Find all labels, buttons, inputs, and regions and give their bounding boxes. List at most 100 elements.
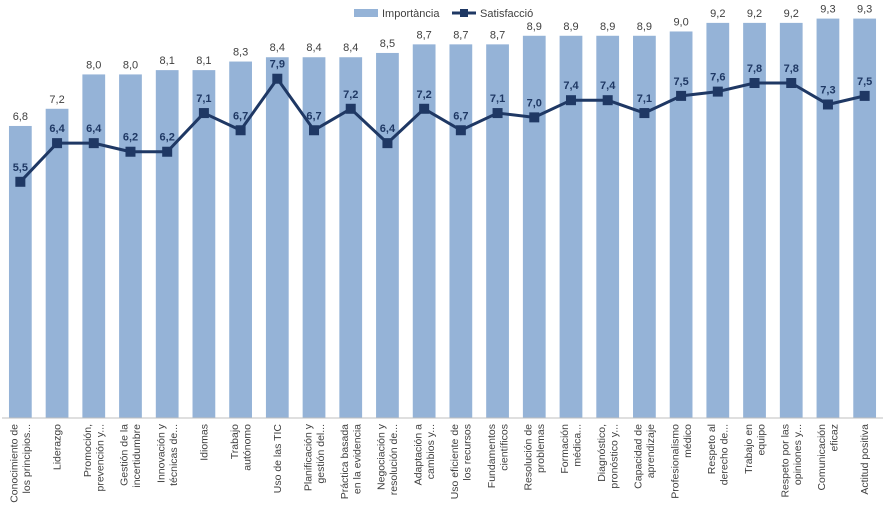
category-label-line: Conocimiento de [9,424,21,503]
category-label: Respeto al derecho de... [706,424,731,485]
category-label-line: equipo [755,424,767,456]
category-label: Promoción, prevención y... [82,424,107,492]
category-label: Resolución de problemas [523,424,548,491]
bar-importancia [265,57,289,419]
line-value-label: 7,3 [820,84,835,96]
line-value-label: 6,4 [86,123,102,135]
category-label-line: Comunicación [816,424,828,491]
line-marker-satisfaccio [529,112,540,123]
bar-value-label: 8,0 [86,59,101,71]
line-value-label: 7,8 [784,63,799,75]
line-marker-satisfaccio [492,108,503,119]
category-label-line: Respeto al [706,424,718,474]
bar-importancia [522,35,546,419]
category-label-line: gestión del... [315,424,327,484]
category-label-line: Práctica basada [339,424,351,499]
bar-importancia [192,70,216,418]
bar-importancia [412,44,436,419]
category-label-line: Liderazgo [52,424,64,470]
category-label: Actitud positiva [859,424,871,495]
category-label-line: Trabajo en [743,424,755,474]
bars-layer [8,18,877,419]
line-value-label: 7,5 [857,76,872,88]
bar-importancia [596,35,620,419]
legend-label-importancia: Importància [382,8,440,20]
line-value-label: 5,5 [13,162,28,174]
line-value-label: 6,4 [49,123,65,135]
category-label-line: Respeto por las [779,424,791,498]
category-label: Uso eficiente de los recursos [449,424,474,499]
bar-importancia [669,31,693,418]
bar-importancia [339,57,363,419]
bar-value-label: 8,0 [123,59,138,71]
line-marker-satisfaccio [198,108,209,119]
line-value-label: 6,7 [453,110,468,122]
line-marker-satisfaccio [272,73,283,84]
legend-marker-satisfaccio [460,9,468,17]
line-marker-satisfaccio [712,86,723,97]
category-label-line: Planificación y [302,423,314,491]
bar-value-label: 8,7 [417,29,432,41]
line-marker-satisfaccio [309,125,320,136]
category-label-line: los principios... [21,424,33,493]
category-label-line: aprendizaje [645,424,657,478]
category-label: Capacidad de aprendizaje [633,424,658,489]
category-label-line: en la evidencia [351,424,363,494]
bar-importancia [486,44,509,419]
line-marker-satisfaccio [565,95,576,106]
category-label-line: Resolución de [523,424,535,491]
legend-label-satisfaccio: Satisfacció [480,8,533,20]
bar-value-label: 8,9 [637,21,652,33]
category-label: Innovación y técnicas de... [155,423,180,486]
bar-value-label: 9,3 [857,4,872,16]
line-marker-satisfaccio [822,99,833,110]
bar-value-label: 8,7 [490,29,505,41]
bar-value-label: 8,7 [453,29,468,41]
category-label-line: derecho de... [719,424,731,485]
line-layer [15,73,870,187]
line-marker-satisfaccio [419,103,430,114]
line-marker-satisfaccio [602,95,613,106]
category-label-line: Formación [559,424,571,474]
category-label-line: problemas [535,424,547,473]
category-label-line: Uso eficiente de [449,424,461,499]
category-label: Trabajo en equipo [743,424,768,474]
category-label: Fundamentos científicos [486,424,511,488]
line-value-label: 6,7 [306,110,321,122]
line-marker-satisfaccio [382,138,393,149]
line-value-label: 7,2 [343,89,358,101]
line-marker-satisfaccio [786,78,797,89]
bar-importancia [119,74,142,419]
bar-value-label: 8,4 [343,42,358,54]
bar-value-label: 8,1 [196,55,211,67]
category-label: Trabajo autónomo [229,424,254,471]
line-marker-satisfaccio [235,125,246,136]
bar-importancia [8,125,32,419]
bar-importancia [155,70,179,418]
category-label-line: Fundamentos [486,424,498,488]
category-label-line: Innovación y [155,423,167,483]
line-marker-satisfaccio [859,90,870,101]
line-value-label: 7,6 [710,72,725,84]
line-value-label: 7,5 [673,76,688,88]
line-value-label: 7,0 [527,97,542,109]
line-value-label: 7,2 [417,89,432,101]
category-label-line: incertidumbre [131,424,143,488]
category-label-line: médico [682,424,694,458]
category-label: Negociación y resolución de... [376,423,401,495]
category-labels-layer: Conocimiento de los principios... Liderazg… [9,423,872,503]
bar-importancia [853,18,877,419]
category-label: Liderazgo [52,424,64,470]
bar-value-label: 9,2 [710,8,725,20]
category-label: Comunicación eficaz [816,424,841,491]
category-label-line: Idiomas [198,424,210,461]
category-label-line: técnicas de... [168,424,180,486]
bar-importancia [559,35,583,419]
category-label: Idiomas [198,424,210,461]
category-label: Planificación y gestión del... [302,423,327,491]
bar-value-label: 8,9 [563,21,578,33]
line-value-label: 7,4 [563,80,579,92]
line-marker-satisfaccio [639,108,650,119]
category-label: Conocimiento de los principios... [9,424,33,503]
category-label-line: autónomo [241,424,253,471]
